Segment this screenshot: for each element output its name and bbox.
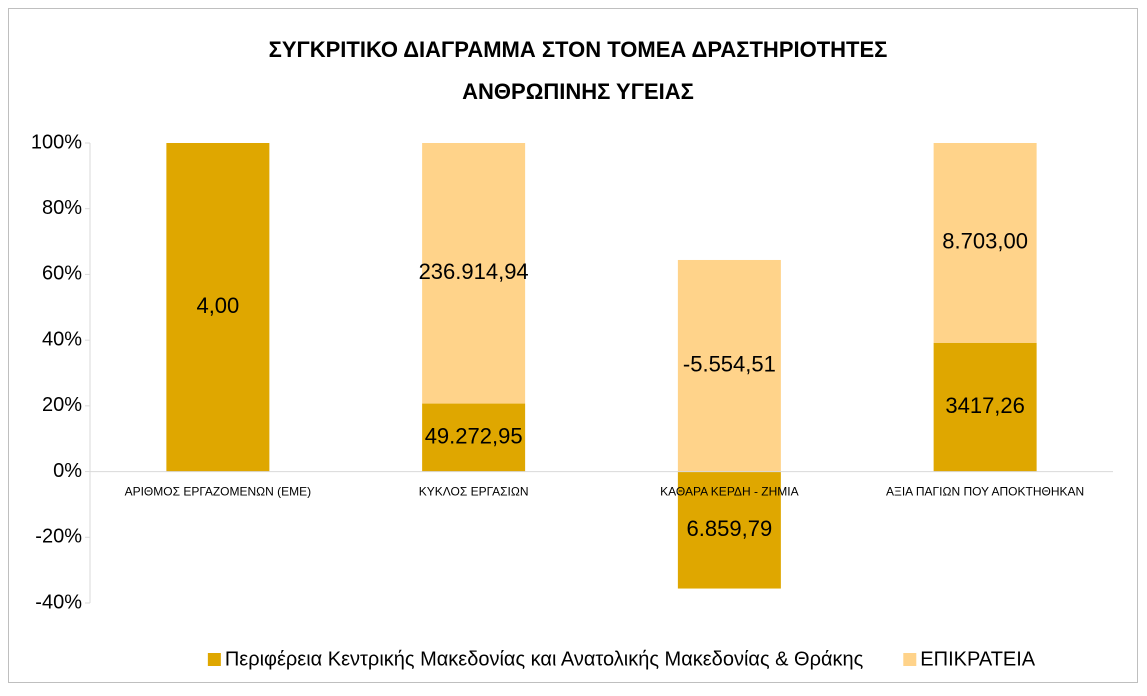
- bar-segment: [422, 403, 526, 472]
- y-tick-label: 0%: [53, 460, 82, 482]
- data-label: 3417,26: [945, 393, 1025, 418]
- data-label: 236.914,94: [419, 259, 529, 284]
- y-tick-label: 60%: [42, 263, 82, 285]
- bar-segment: [677, 259, 781, 472]
- x-tick-label: ΑΡΙΘΜΟΣ ΕΡΓΑΖΟΜΕΝΩΝ (ΕΜΕ): [125, 485, 312, 499]
- y-tick-label: 40%: [42, 328, 82, 350]
- data-label: 8.703,00: [942, 229, 1028, 254]
- y-tick-label: -20%: [35, 526, 82, 548]
- y-tick-label: -40%: [35, 591, 82, 613]
- bar-segment: [933, 143, 1037, 343]
- x-tick-label: ΑΞΙΑ ΠΑΓΙΩΝ ΠΟΥ ΑΠΟΚΤΗΘΗΚΑΝ: [886, 485, 1084, 499]
- legend-label: Περιφέρεια Κεντρικής Μακεδονίας και Ανατ…: [225, 648, 864, 670]
- bar-segment: [933, 342, 1037, 472]
- bar-segment: [422, 143, 526, 404]
- legend-swatch: [903, 653, 917, 666]
- y-tick-label: 80%: [42, 197, 82, 219]
- legend-swatch: [207, 653, 221, 666]
- chart-title: ΑΝΘΡΩΠΙΝΗΣ ΥΓΕΙΑΣ: [462, 79, 694, 104]
- y-tick-label: 20%: [42, 394, 82, 416]
- data-label: 49.272,95: [425, 423, 523, 448]
- bar-segment: [166, 143, 270, 472]
- data-label: 4,00: [196, 293, 239, 318]
- x-tick-label: ΚΑΘΑΡΑ ΚΕΡΔΗ - ΖΗΜΙΑ: [660, 485, 798, 499]
- legend-label: ΕΠΙΚΡΑΤΕΙΑ: [920, 648, 1036, 670]
- data-label: -5.554,51: [683, 352, 776, 377]
- y-tick-label: 100%: [31, 131, 82, 153]
- x-tick-label: ΚΥΚΛΟΣ ΕΡΓΑΣΙΩΝ: [419, 485, 529, 499]
- chart-title: ΣΥΓΚΡΙΤΙΚΟ ΔΙΑΓΡΑΜΜΑ ΣΤΟΝ ΤΟΜΕΑ ΔΡΑΣΤΗΡΙ…: [269, 37, 888, 62]
- data-label: 6.859,79: [687, 516, 773, 541]
- bar-segment: [677, 471, 781, 589]
